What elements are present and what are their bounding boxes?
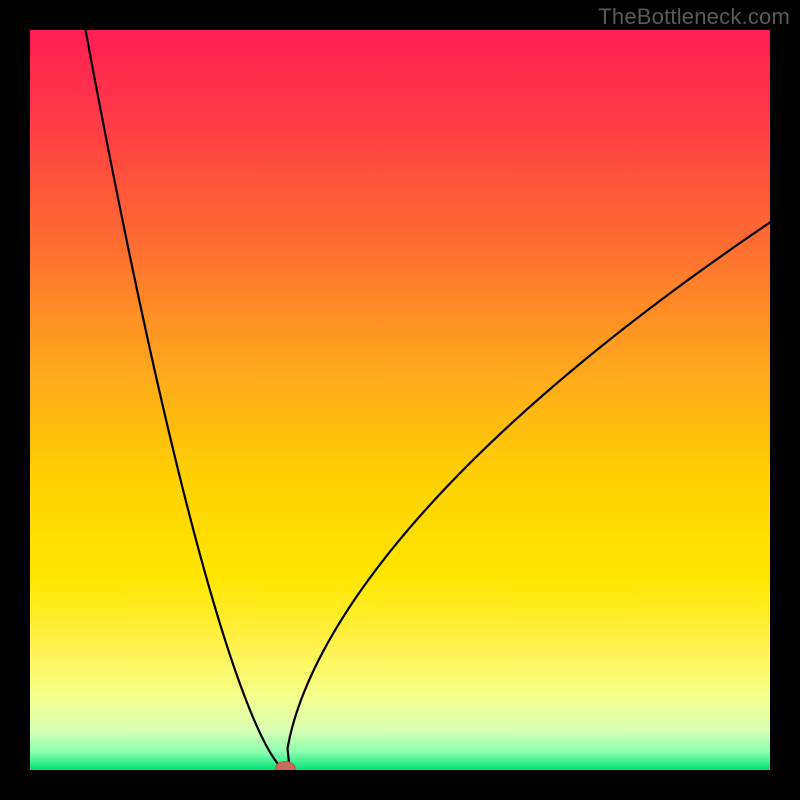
- plot-background-gradient: [30, 30, 770, 770]
- chart-stage: TheBottleneck.com: [0, 0, 800, 800]
- chart-svg: [0, 0, 800, 800]
- watermark-text: TheBottleneck.com: [598, 4, 790, 30]
